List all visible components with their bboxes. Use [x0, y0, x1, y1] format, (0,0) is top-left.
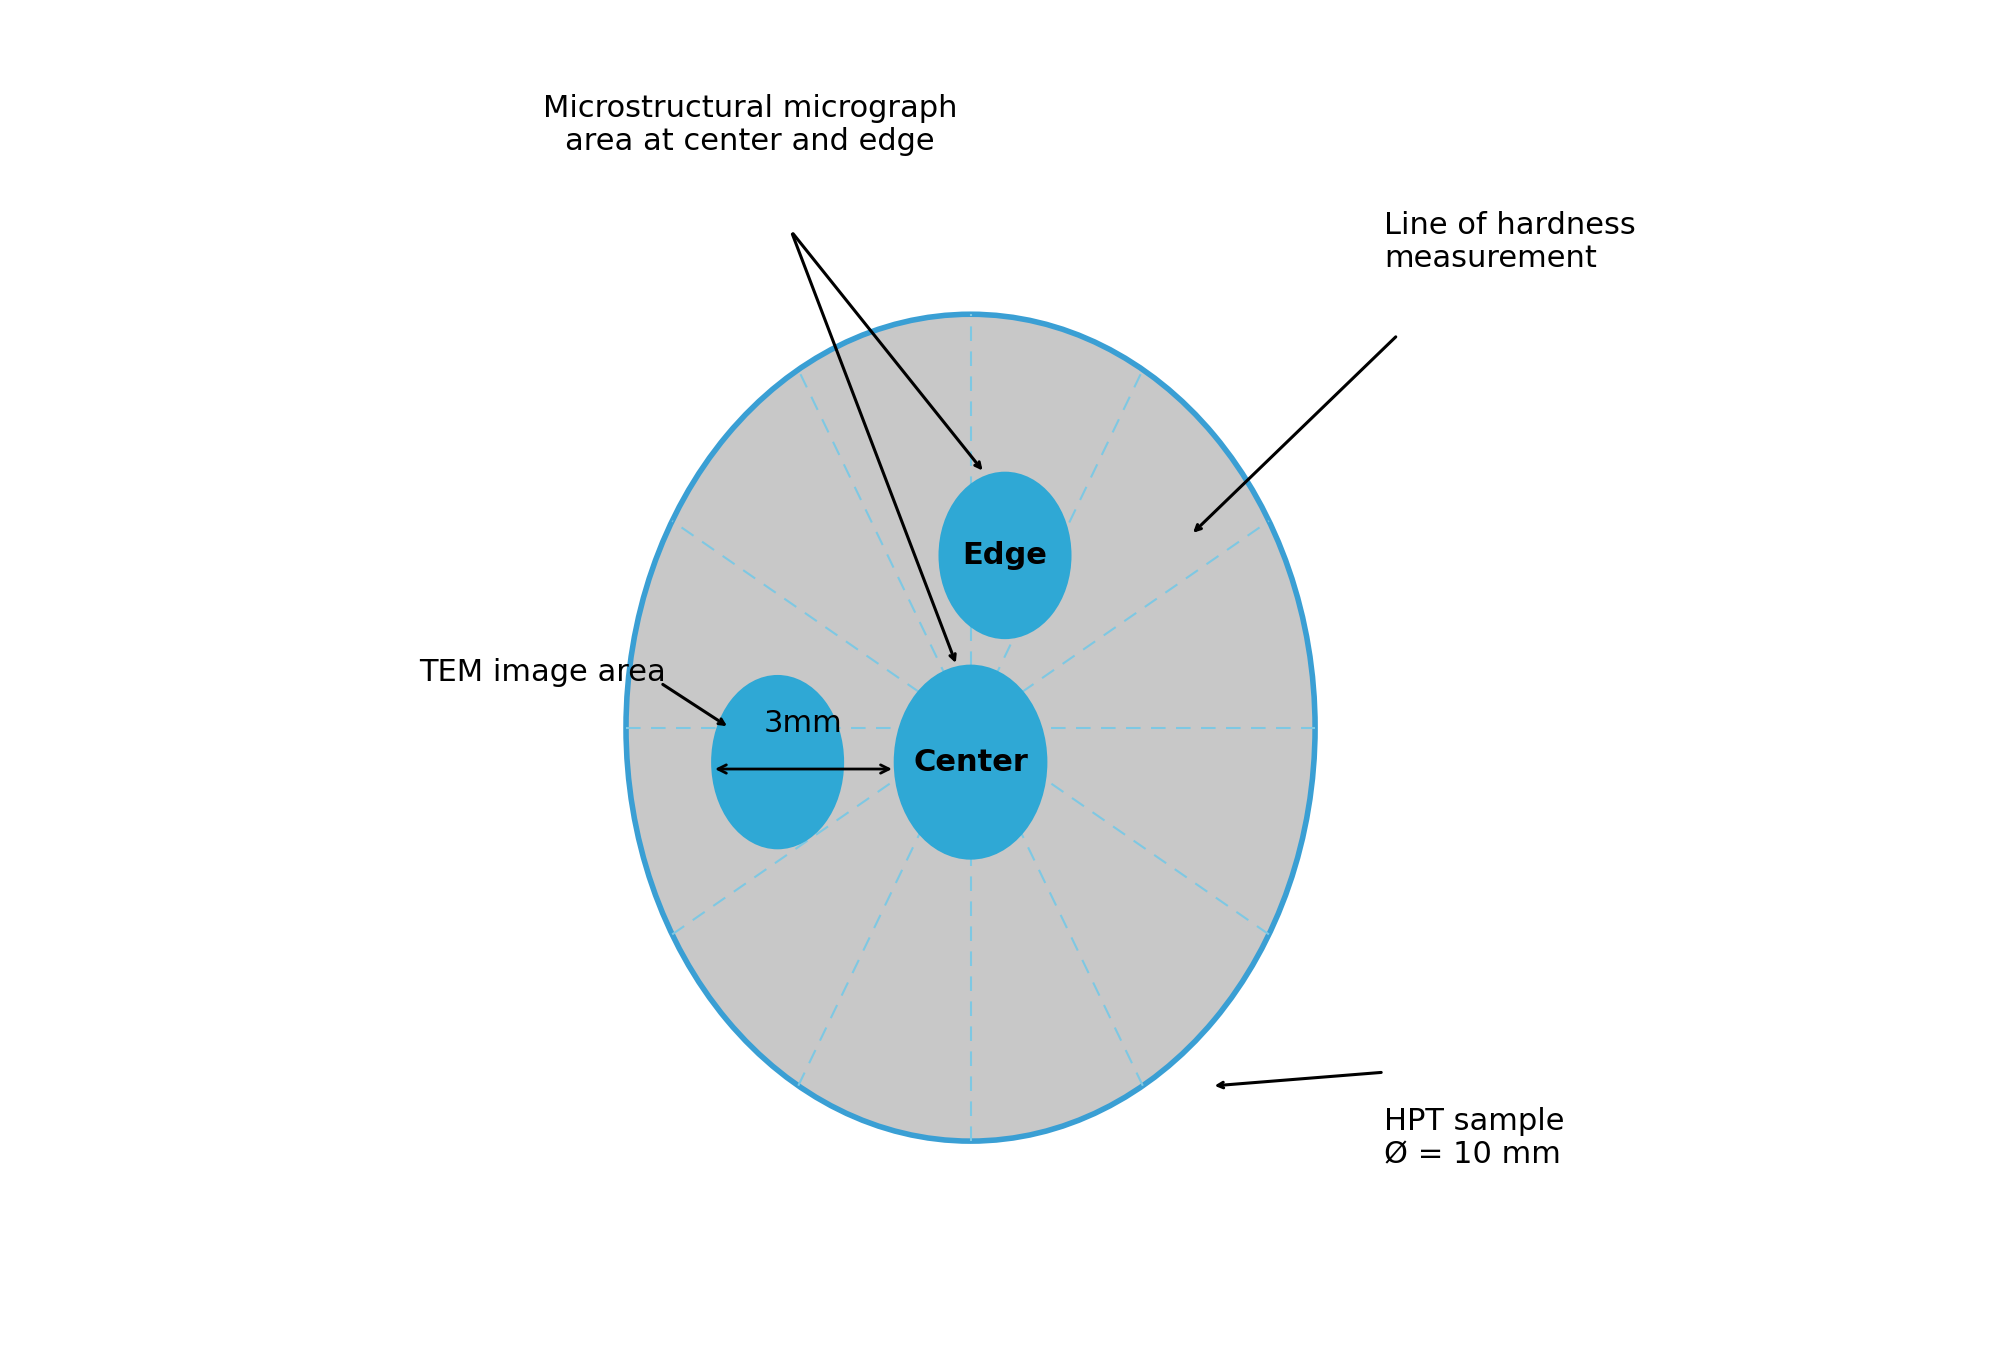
- Text: Edge: Edge: [963, 541, 1047, 571]
- Text: HPT sample
Ø = 10 mm: HPT sample Ø = 10 mm: [1385, 1107, 1564, 1169]
- Text: Center: Center: [913, 748, 1027, 776]
- Ellipse shape: [939, 473, 1071, 638]
- Text: 3mm: 3mm: [764, 708, 842, 738]
- Text: Microstructural micrograph
area at center and edge: Microstructural micrograph area at cente…: [543, 93, 957, 157]
- Ellipse shape: [894, 665, 1047, 859]
- Text: Line of hardness
measurement: Line of hardness measurement: [1385, 211, 1636, 273]
- Ellipse shape: [625, 314, 1315, 1141]
- Text: TEM image area: TEM image area: [420, 658, 665, 687]
- Ellipse shape: [712, 676, 842, 848]
